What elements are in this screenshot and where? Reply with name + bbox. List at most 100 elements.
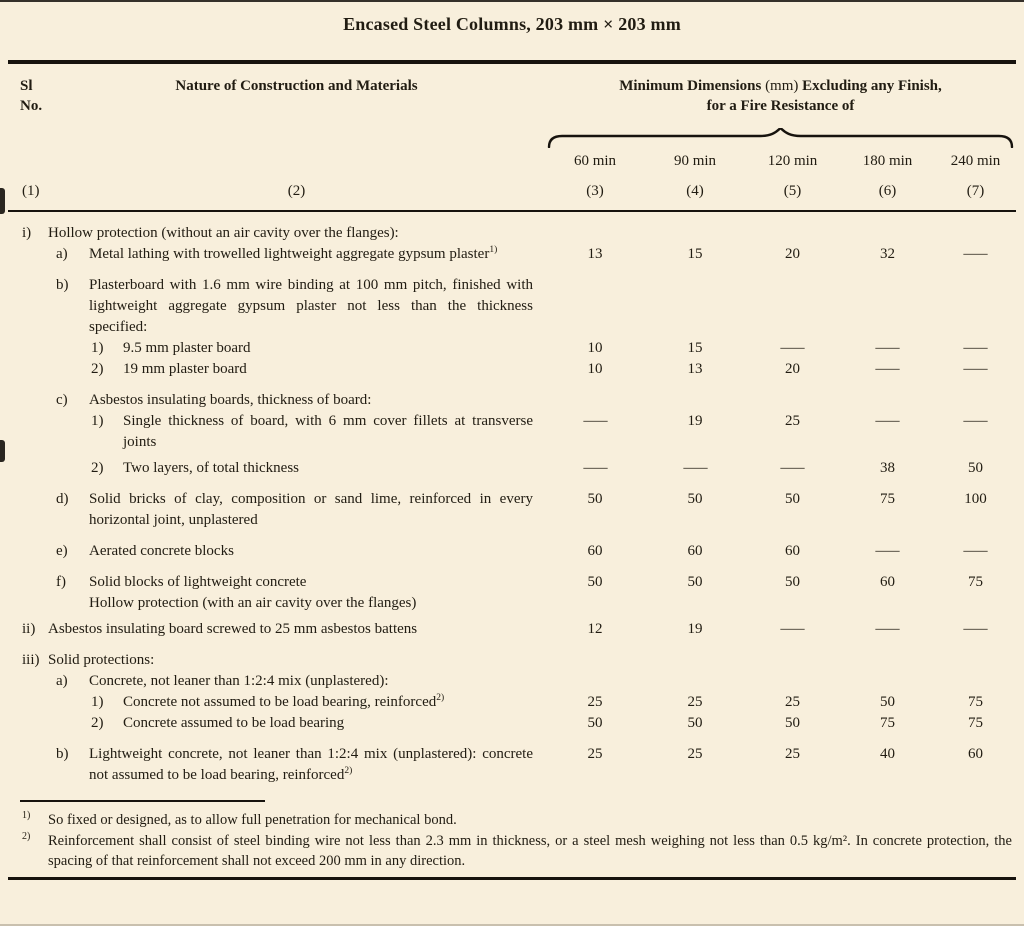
table-row: i) Hollow protection (without an air cav…: [20, 223, 1016, 244]
value-180min: 75: [880, 491, 895, 507]
table-row: d) Solid bricks of clay, composition or …: [20, 489, 1016, 531]
footnote-2-marker: 2): [22, 831, 31, 842]
row-item-prefix: d): [56, 491, 69, 507]
row-sl-number: ii): [22, 621, 36, 637]
value-90min: 50: [687, 715, 703, 731]
value-240min: —: [963, 413, 988, 429]
value-240min: —: [963, 361, 988, 377]
row-description: a) Metal lathing with trowelled lightwei…: [48, 244, 545, 265]
value-180min: —: [875, 340, 900, 356]
col-number-7: (7): [966, 183, 985, 199]
value-180min: —: [875, 543, 900, 559]
table-row: 1) Concrete not assumed to be load beari…: [20, 692, 1016, 713]
row-description: b) Lightweight concrete, not leaner than…: [48, 744, 545, 786]
value-180min: 38: [880, 460, 895, 476]
row-extra-line: Hollow protection (with an air cavity ov…: [89, 595, 417, 611]
row-item-prefix: 1): [91, 413, 104, 429]
footnote-2: 2) Reinforcement shall consist of steel …: [20, 831, 1012, 871]
value-180min: 60: [880, 574, 895, 590]
table-row: 1) Single thickness of board, with 6 mm …: [20, 411, 1016, 453]
value-120min: 20: [785, 361, 800, 377]
time-columns-row: 60 min 90 min 120 min 180 min 240 min: [20, 151, 1016, 172]
value-90min: 15: [687, 246, 703, 262]
row-item-prefix: f): [56, 574, 66, 590]
value-90min: 25: [687, 746, 703, 762]
brace-row: [20, 128, 1016, 148]
col-number-3: (3): [586, 183, 604, 199]
value-60min: —: [583, 413, 607, 429]
header-min-dimensions: Minimum Dimensions (mm) Excluding any Fi…: [545, 76, 1016, 116]
value-90min: 15: [687, 340, 703, 356]
row-text: 19 mm plaster board: [123, 361, 247, 377]
value-60min: 25: [587, 746, 603, 762]
header-sl-line2: No.: [20, 98, 43, 114]
footnote-2-text: Reinforcement shall consist of steel bin…: [48, 833, 1012, 869]
value-120min: 50: [785, 574, 800, 590]
row-description: d) Solid bricks of clay, composition or …: [48, 489, 545, 531]
value-120min: 25: [785, 694, 800, 710]
header-sl-no: Sl No.: [20, 76, 48, 116]
footnote-marker: 2): [344, 766, 353, 776]
scan-artifact: [0, 188, 5, 214]
row-text: Single thickness of board, with 6 mm cov…: [123, 413, 533, 450]
value-90min: 50: [687, 574, 703, 590]
value-240min: 50: [968, 460, 983, 476]
value-90min: 13: [687, 361, 703, 377]
value-60min: 12: [587, 621, 603, 637]
header-sl-line1: Sl: [20, 78, 33, 94]
row-item-prefix: b): [56, 277, 69, 293]
row-item-prefix: c): [56, 392, 68, 408]
header-min-dimensions-line1: Minimum Dimensions (mm) Excluding any Fi…: [545, 76, 1016, 96]
value-240min: —: [963, 246, 988, 262]
value-180min: 50: [880, 694, 895, 710]
time-col-240: 240 min: [950, 153, 1001, 169]
row-text: 9.5 mm plaster board: [123, 340, 251, 356]
value-90min: 25: [687, 694, 703, 710]
table-body: i) Hollow protection (without an air cav…: [0, 212, 1024, 786]
row-sl-number: i): [22, 225, 32, 241]
row-text: Metal lathing with trowelled lightweight…: [89, 245, 498, 262]
value-240min: 75: [968, 715, 983, 731]
row-description: b) Plasterboard with 1.6 mm wire binding…: [48, 275, 545, 338]
table-row: 2) Two layers, of total thickness — — — …: [20, 458, 1016, 479]
time-col-180: 180 min: [862, 153, 913, 169]
col-number-1: (1): [22, 183, 40, 199]
table-row: f) Solid blocks of lightweight concrete H…: [20, 572, 1016, 614]
time-col-90: 90 min: [673, 153, 717, 169]
value-60min: 50: [587, 574, 603, 590]
row-item-prefix: 1): [91, 340, 104, 356]
value-120min: 60: [785, 543, 800, 559]
row-description: Hollow protection (without an air cavity…: [48, 223, 545, 244]
row-item-prefix: e): [56, 543, 68, 559]
value-120min: 50: [785, 491, 800, 507]
row-text: Solid blocks of lightweight concrete Holl…: [89, 572, 533, 614]
scan-artifact: [0, 440, 5, 462]
value-60min: 10: [587, 361, 603, 377]
table-row: 2) 19 mm plaster board 10 13 20 — —: [20, 359, 1016, 380]
value-180min: 75: [880, 715, 895, 731]
row-text: Solid bricks of clay, composition or san…: [89, 491, 533, 528]
table-row: a) Metal lathing with trowelled lightwei…: [20, 244, 1016, 265]
col-number-5: (5): [783, 183, 802, 199]
value-60min: —: [583, 460, 607, 476]
value-90min: —: [683, 460, 707, 476]
row-description: a) Concrete, not leaner than 1:2:4 mix (…: [48, 671, 545, 692]
table-row: a) Concrete, not leaner than 1:2:4 mix (…: [20, 671, 1016, 692]
footnote-marker: 1): [489, 245, 498, 255]
value-120min: 20: [785, 246, 800, 262]
row-description: Solid protections:: [48, 650, 545, 671]
bottom-rule: [8, 877, 1016, 880]
value-240min: —: [963, 621, 988, 637]
value-180min: —: [875, 413, 900, 429]
value-90min: 19: [687, 413, 703, 429]
table-row: b) Lightweight concrete, not leaner than…: [20, 744, 1016, 786]
value-120min: —: [780, 340, 805, 356]
footnote-marker: 2): [436, 693, 445, 703]
value-240min: —: [963, 340, 988, 356]
value-60min: 50: [587, 491, 603, 507]
value-120min: —: [780, 460, 805, 476]
footnote-1-marker: 1): [22, 810, 31, 821]
value-240min: —: [963, 543, 988, 559]
row-description: c) Asbestos insulating boards, thickness…: [48, 390, 545, 411]
value-60min: 25: [587, 694, 603, 710]
